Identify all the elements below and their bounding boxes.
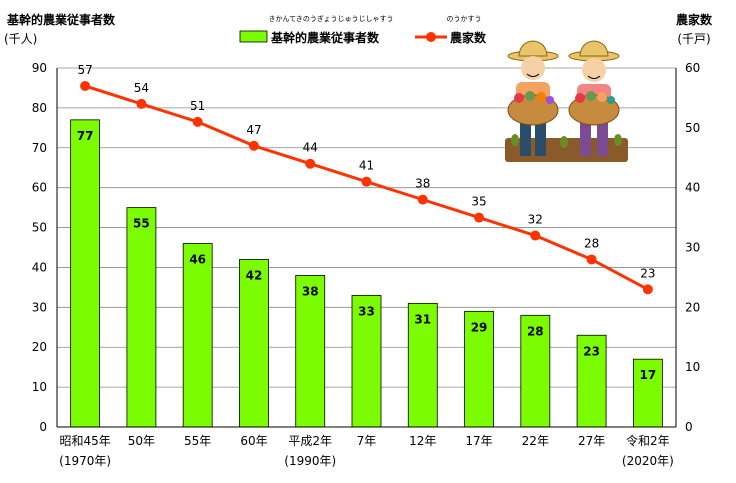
right-axis-unit: (千戸) xyxy=(677,32,710,46)
left-axis-tick-label: 20 xyxy=(32,340,47,354)
line-value-label: 38 xyxy=(415,177,430,191)
legend-bar-swatch xyxy=(239,30,268,43)
bar-value-label: 55 xyxy=(133,217,150,231)
bar xyxy=(295,275,326,428)
x-axis-tick-label: 60年 xyxy=(240,434,267,448)
x-axis-tick-label: 7年 xyxy=(357,434,377,448)
bar-value-label: 46 xyxy=(189,253,206,267)
bar xyxy=(632,358,663,428)
x-axis-tick-sublabel: (1970年) xyxy=(59,454,111,468)
right-axis-tick-label: 0 xyxy=(685,420,693,434)
x-axis-tick-label: 22年 xyxy=(522,434,549,448)
left-axis-tick-label: 60 xyxy=(32,181,47,195)
right-axis-tick-label: 40 xyxy=(685,181,700,195)
bar xyxy=(407,302,438,428)
right-axis-title: 農家数 xyxy=(676,12,713,27)
left-axis-title: 基幹的農業従事者数 xyxy=(6,12,116,27)
bar-value-label: 29 xyxy=(471,320,488,334)
gridlines xyxy=(57,67,676,388)
bar xyxy=(126,207,157,428)
bar-value-label: 42 xyxy=(246,268,263,282)
x-axis-labels: 昭和45年 (1970年) 50年 55年 60年 平成2年 (1990年) 7年 12年 17年… xyxy=(59,433,674,468)
bar-series: 77 55 46 42 38 33 31 29 28 23 17 xyxy=(70,119,663,428)
x-axis-tick-label: 17年 xyxy=(465,434,492,448)
bar-value-label: 77 xyxy=(77,129,94,143)
x-axis-tick-sublabel: (1990年) xyxy=(284,454,336,468)
left-axis-tick-label: 50 xyxy=(32,221,47,235)
bar-value-label: 23 xyxy=(583,344,600,358)
left-axis-tick-label: 10 xyxy=(32,380,47,394)
line-value-label: 54 xyxy=(134,81,149,95)
line-value-label: 44 xyxy=(303,141,318,155)
bar xyxy=(520,314,551,428)
left-axis-tick-label: 40 xyxy=(32,260,47,274)
line-point xyxy=(530,230,541,241)
line-value-label: 47 xyxy=(246,123,261,137)
line-value-label: 28 xyxy=(584,236,599,250)
left-axis-tick-label: 0 xyxy=(39,420,47,434)
x-axis-tick-label: 令和2年 xyxy=(626,433,670,448)
line-value-label: 51 xyxy=(190,99,205,113)
bar xyxy=(239,259,269,428)
line-series: 57 54 51 47 44 41 38 35 32 28 23 xyxy=(77,63,656,295)
axes: 0 10 20 30 40 50 60 70 80 90 0 10 20 30 40 50 60 xyxy=(32,61,701,434)
line-point xyxy=(192,116,203,127)
line-value-label: 35 xyxy=(471,195,486,209)
line-point xyxy=(248,140,259,151)
right-axis-tick-label: 10 xyxy=(685,360,700,374)
x-axis-tick-label: 昭和45年 xyxy=(59,434,110,448)
bar xyxy=(70,119,101,428)
legend-line-label: 農家数 xyxy=(450,30,487,45)
bar xyxy=(182,243,213,428)
legend: きかんてきのうぎょうじゅうじしゃすう 基幹的農業従事者数 のうかすう 農家数 xyxy=(239,14,487,45)
line-point xyxy=(136,98,147,109)
x-axis-tick-label: 12年 xyxy=(409,434,436,448)
x-axis-tick-label: 平成2年 xyxy=(288,434,332,448)
farmer-man xyxy=(507,40,559,156)
left-axis-tick-label: 70 xyxy=(32,141,47,155)
legend-line-ruby: のうかすう xyxy=(447,15,482,23)
bar-value-label: 33 xyxy=(358,304,375,318)
line-point xyxy=(80,80,91,91)
bar-value-label: 31 xyxy=(414,312,431,326)
x-axis-tick-label: 50年 xyxy=(128,434,155,448)
legend-line-marker xyxy=(426,32,436,42)
line-value-label: 57 xyxy=(77,63,92,77)
legend-bar-ruby: きかんてきのうぎょうじゅうじしゃすう xyxy=(268,14,393,23)
bar-value-label: 17 xyxy=(640,368,657,382)
legend-bar-label: 基幹的農業従事者数 xyxy=(270,30,380,45)
line-point xyxy=(305,158,316,169)
line-value-label: 23 xyxy=(640,266,655,280)
line-point xyxy=(474,212,485,223)
right-axis-tick-label: 60 xyxy=(685,61,700,75)
left-axis-tick-label: 90 xyxy=(32,61,47,75)
left-axis-tick-label: 30 xyxy=(32,300,47,314)
bar-value-label: 38 xyxy=(302,284,319,298)
x-axis-tick-label: 55年 xyxy=(184,434,211,448)
farmer-woman xyxy=(568,40,620,156)
line-point xyxy=(417,194,428,205)
line-point xyxy=(586,254,597,265)
right-axis-tick-label: 20 xyxy=(685,300,700,314)
line-value-label: 32 xyxy=(528,213,543,227)
line-point xyxy=(361,176,372,187)
right-axis-tick-label: 50 xyxy=(685,121,700,135)
line-point xyxy=(642,284,653,295)
x-axis-tick-sublabel: (2020年) xyxy=(622,454,674,468)
left-axis-unit: (千人) xyxy=(4,32,37,46)
left-axis-tick-label: 80 xyxy=(32,101,47,115)
x-axis-tick-label: 27年 xyxy=(578,434,605,448)
line-value-label: 41 xyxy=(359,159,374,173)
bar xyxy=(351,294,382,428)
right-axis-tick-label: 30 xyxy=(685,241,700,255)
farmers-illustration xyxy=(505,40,628,162)
bar-value-label: 28 xyxy=(527,324,544,338)
